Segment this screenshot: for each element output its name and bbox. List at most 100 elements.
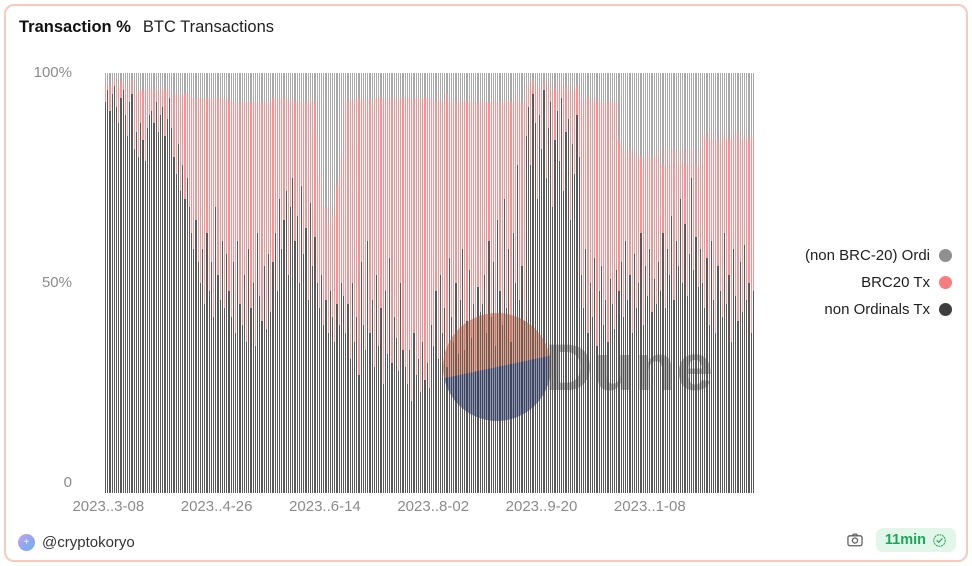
stacked-bar[interactable]	[600, 73, 603, 493]
stacked-bar[interactable]	[144, 73, 147, 493]
stacked-bar[interactable]	[475, 73, 478, 493]
stacked-bar[interactable]	[684, 73, 687, 493]
stacked-bar[interactable]	[197, 73, 200, 493]
stacked-bar[interactable]	[660, 73, 663, 493]
stacked-bar[interactable]	[153, 73, 156, 493]
stacked-bar[interactable]	[353, 73, 357, 493]
stacked-bar[interactable]	[301, 73, 304, 493]
stacked-bar[interactable]	[574, 73, 577, 493]
stacked-bar[interactable]	[124, 73, 128, 493]
stacked-bar[interactable]	[316, 73, 319, 493]
stacked-bar[interactable]	[340, 73, 343, 493]
stacked-bar[interactable]	[627, 73, 630, 493]
stacked-bar[interactable]	[426, 73, 429, 493]
stacked-bar[interactable]	[248, 73, 251, 493]
stacked-bar[interactable]	[219, 73, 222, 493]
stacked-bar[interactable]	[290, 73, 293, 493]
stacked-bar[interactable]	[109, 73, 112, 493]
stacked-bar[interactable]	[591, 73, 595, 493]
stacked-bar[interactable]	[380, 73, 383, 493]
stacked-bar[interactable]	[719, 73, 722, 493]
stacked-bar[interactable]	[292, 73, 295, 493]
stacked-bar[interactable]	[250, 73, 253, 493]
stacked-bar[interactable]	[177, 73, 180, 493]
stacked-bar[interactable]	[721, 73, 725, 493]
stacked-bar[interactable]	[715, 73, 718, 493]
stacked-bar[interactable]	[215, 73, 218, 493]
stacked-bar[interactable]	[360, 73, 363, 493]
stacked-bar[interactable]	[666, 73, 669, 493]
stacked-bar[interactable]	[572, 73, 575, 493]
stacked-bar[interactable]	[309, 73, 313, 493]
stacked-bar[interactable]	[320, 73, 324, 493]
stacked-bar[interactable]	[283, 73, 286, 493]
stacked-bar[interactable]	[364, 73, 368, 493]
stacked-bar[interactable]	[563, 73, 566, 493]
stacked-bar[interactable]	[699, 73, 703, 493]
stacked-bar[interactable]	[160, 73, 163, 493]
stacked-bar[interactable]	[367, 73, 370, 493]
stacked-bar[interactable]	[393, 73, 396, 493]
stacked-bar[interactable]	[190, 73, 194, 493]
stacked-bar[interactable]	[561, 73, 564, 493]
stacked-bar[interactable]	[651, 73, 654, 493]
stacked-bar[interactable]	[252, 73, 255, 493]
stacked-bar[interactable]	[230, 73, 233, 493]
stacked-bar[interactable]	[122, 73, 125, 493]
stacked-bar[interactable]	[680, 73, 683, 493]
stacked-bar[interactable]	[746, 73, 749, 493]
stacked-bar[interactable]	[428, 73, 432, 493]
stacked-bar[interactable]	[644, 73, 647, 493]
stacked-bar[interactable]	[257, 73, 260, 493]
stacked-bar[interactable]	[728, 73, 731, 493]
stacked-bar[interactable]	[325, 73, 328, 493]
stacked-bar[interactable]	[398, 73, 401, 493]
stacked-bar[interactable]	[409, 73, 412, 493]
stacked-bar[interactable]	[384, 73, 387, 493]
stacked-bar[interactable]	[259, 73, 262, 493]
stacked-bar[interactable]	[342, 73, 346, 493]
stacked-bar[interactable]	[624, 73, 628, 493]
legend-item[interactable]: non Ordinals Tx	[824, 296, 952, 323]
stacked-bar[interactable]	[585, 73, 588, 493]
stacked-bar[interactable]	[349, 73, 352, 493]
stacked-bar[interactable]	[682, 73, 685, 493]
stacked-bar[interactable]	[730, 73, 733, 493]
stacked-bar[interactable]	[569, 73, 573, 493]
stacked-bar[interactable]	[748, 73, 751, 493]
stacked-bar[interactable]	[607, 73, 610, 493]
stacked-bar[interactable]	[129, 73, 132, 493]
stacked-bar[interactable]	[142, 73, 145, 493]
stacked-bar[interactable]	[550, 73, 553, 493]
stacked-bar[interactable]	[274, 73, 277, 493]
stacked-bar[interactable]	[223, 73, 227, 493]
stacked-bar[interactable]	[464, 73, 467, 493]
stacked-bar[interactable]	[649, 73, 652, 493]
stacked-bar[interactable]	[157, 73, 161, 493]
stacked-bar[interactable]	[166, 73, 169, 493]
stacked-bar[interactable]	[140, 73, 143, 493]
stacked-bar[interactable]	[285, 73, 288, 493]
stacked-bar[interactable]	[294, 73, 297, 493]
stacked-bar[interactable]	[391, 73, 394, 493]
stacked-bar[interactable]	[228, 73, 231, 493]
stacked-bar[interactable]	[217, 73, 220, 493]
stacked-bar[interactable]	[307, 73, 310, 493]
stacked-bar[interactable]	[420, 73, 423, 493]
stacked-bar[interactable]	[336, 73, 339, 493]
stacked-bar[interactable]	[382, 73, 385, 493]
stacked-bar[interactable]	[580, 73, 584, 493]
stacked-bar[interactable]	[613, 73, 617, 493]
stacked-bar[interactable]	[435, 73, 438, 493]
stacked-bar[interactable]	[212, 73, 216, 493]
stacked-bar[interactable]	[243, 73, 246, 493]
stacked-bar[interactable]	[675, 73, 678, 493]
stacked-bar[interactable]	[127, 73, 130, 493]
stacked-bar[interactable]	[261, 73, 264, 493]
stacked-bar[interactable]	[331, 73, 335, 493]
stacked-bar[interactable]	[246, 73, 249, 493]
stacked-bar[interactable]	[576, 73, 579, 493]
camera-icon[interactable]	[846, 531, 864, 549]
stacked-bar[interactable]	[358, 73, 361, 493]
stacked-bar[interactable]	[113, 73, 117, 493]
